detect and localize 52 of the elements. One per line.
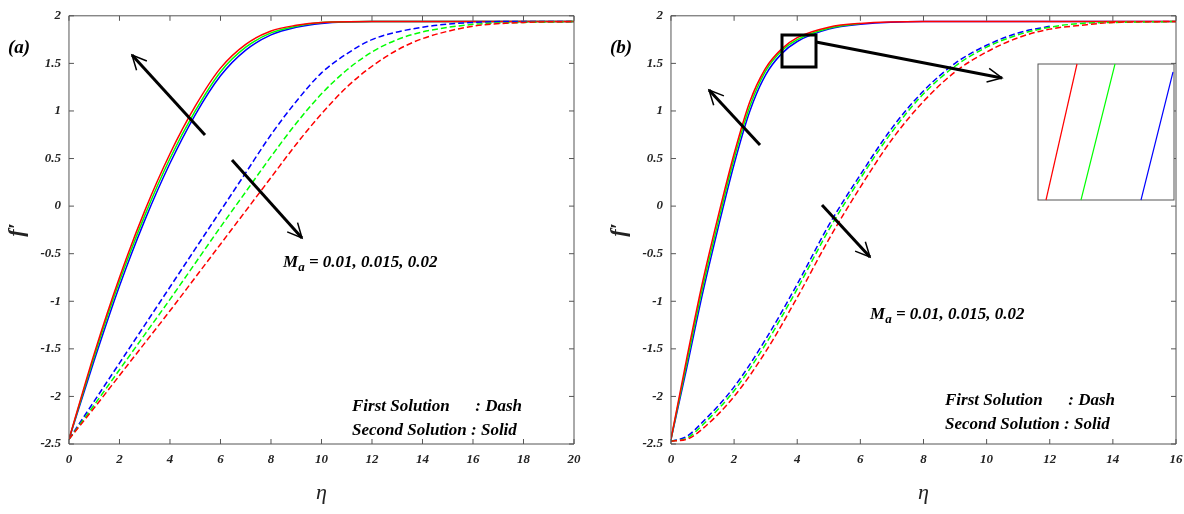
x-tick-label: 0 — [65, 451, 73, 467]
y-tick-label: 1 — [656, 102, 663, 118]
annotation: M$_{a}$ = 0.01, 0.015, 0.02 — [870, 304, 1025, 328]
y-tick-label: -1.5 — [40, 340, 62, 356]
y-tick-label: 0.5 — [646, 149, 664, 165]
y-tick-label: 1.5 — [44, 54, 62, 70]
x-axis-title: η — [316, 478, 327, 504]
annotation: First Solution : Dash — [945, 390, 1116, 410]
x-tick-label: 8 — [920, 451, 928, 467]
x-tick-label: 6 — [217, 451, 225, 467]
y-tick-label: -2 — [50, 387, 62, 403]
x-tick-label: 2 — [729, 451, 738, 467]
x-tick-label: 6 — [857, 451, 865, 467]
y-axis-title: f′ — [604, 223, 630, 237]
y-tick-label: -1 — [652, 292, 663, 308]
x-tick-label: 0 — [667, 451, 675, 467]
y-tick-label: -1.5 — [642, 340, 664, 356]
y-tick-label: 1 — [54, 102, 61, 118]
x-tick-label: 4 — [792, 451, 801, 467]
x-tick-label: 10 — [980, 451, 994, 467]
text: (a) — [8, 36, 31, 58]
x-tick-label: 8 — [267, 451, 275, 467]
y-tick-label: -2.5 — [40, 435, 62, 451]
y-tick-label: 2 — [655, 7, 664, 23]
x-tick-label: 18 — [517, 451, 531, 467]
x-tick-label: 12 — [1043, 451, 1057, 467]
x-tick-label: 12 — [365, 451, 379, 467]
x-tick-label: 20 — [566, 451, 581, 467]
x-tick-label: 16 — [466, 451, 480, 467]
y-tick-label: -2 — [652, 387, 664, 403]
x-tick-label: 10 — [314, 451, 329, 467]
text: (b) — [610, 36, 633, 58]
y-tick-label: 0 — [54, 197, 62, 213]
y-tick-label: 0.5 — [44, 149, 62, 165]
x-tick-label: 4 — [165, 451, 174, 467]
x-tick-label: 2 — [115, 451, 124, 467]
x-tick-label: 14 — [1106, 451, 1120, 467]
y-tick-label: -0.5 — [642, 245, 664, 261]
y-axis-title: f′ — [2, 223, 28, 237]
y-tick-label: 0 — [656, 197, 664, 213]
annotation: First Solution : Dash — [352, 396, 523, 416]
x-axis-title: η — [918, 478, 929, 504]
annotation: Second Solution : Solid — [945, 414, 1110, 434]
y-tick-label: 1.5 — [646, 54, 664, 70]
y-tick-label: -1 — [50, 292, 61, 308]
x-tick-label: 16 — [1169, 451, 1183, 467]
annotation: M$_{a}$ = 0.01, 0.015, 0.02 — [283, 252, 438, 276]
y-tick-label: 2 — [53, 7, 62, 23]
y-tick-label: -0.5 — [40, 245, 62, 261]
annotation: Second Solution : Solid — [352, 420, 517, 440]
x-tick-label: 14 — [415, 451, 430, 467]
y-tick-label: -2.5 — [642, 435, 664, 451]
